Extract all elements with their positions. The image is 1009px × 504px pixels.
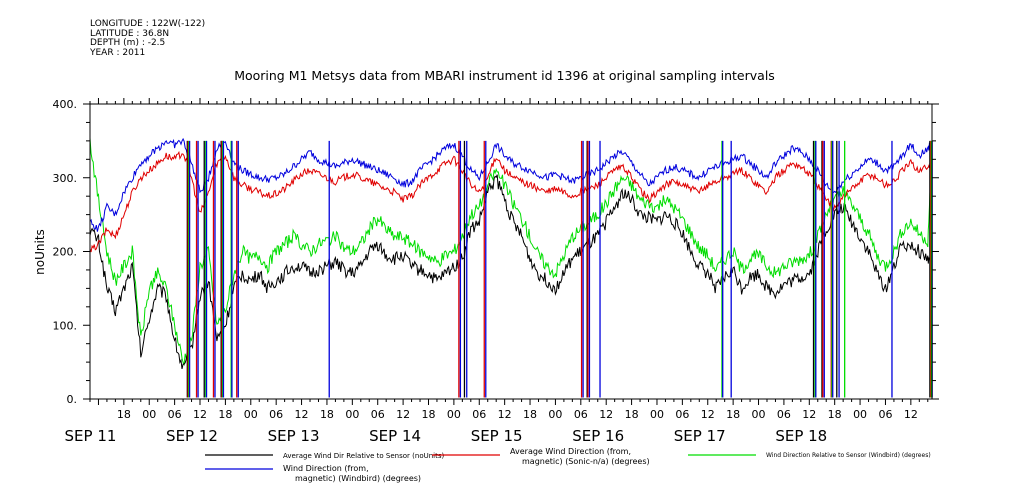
x-day-label: SEP 14 (369, 427, 421, 445)
x-hour-label: 06 (168, 408, 182, 421)
series-line-2 (89, 150, 933, 253)
x-hour-label: 12 (396, 408, 410, 421)
y-tick-label: 0. (67, 393, 78, 406)
x-hour-label: 12 (193, 408, 207, 421)
x-hour-label: 00 (142, 408, 156, 421)
y-axis-label: noUnits (33, 229, 47, 275)
x-hour-label: 18 (625, 408, 639, 421)
series-line-4 (89, 137, 933, 232)
x-day-label: SEP 13 (268, 427, 320, 445)
x-hour-label: 12 (904, 408, 918, 421)
legend: Average Wind Dir Relative to Sensor (noU… (205, 447, 931, 483)
x-hour-label: 00 (244, 408, 258, 421)
legend-label-1: Average Wind Dir Relative to Sensor (noU… (283, 452, 444, 460)
y-tick-label: 400. (53, 98, 78, 111)
depth-label: DEPTH (m) : -2.5 (90, 38, 166, 48)
x-hour-label: 06 (269, 408, 283, 421)
x-hour-label: 06 (777, 408, 791, 421)
x-hour-label: 12 (802, 408, 816, 421)
chart-title: Mooring M1 Metsys data from MBARI instru… (234, 68, 775, 83)
x-day-label: SEP 16 (572, 427, 624, 445)
x-hour-label: 00 (752, 408, 766, 421)
plot-frame (89, 103, 933, 400)
x-day-label: SEP 15 (471, 427, 523, 445)
series-line-3 (89, 137, 933, 367)
x-day-label: SEP 11 (65, 427, 117, 445)
x-hour-label: 00 (650, 408, 664, 421)
x-hour-label: 00 (447, 408, 461, 421)
dropout-layer (186, 140, 933, 398)
x-hour-label: 12 (295, 408, 309, 421)
metadata-block: LONGITUDE : 122W(-122) LATITUDE : 36.8N DE… (90, 19, 206, 58)
x-hour-label: 18 (523, 408, 537, 421)
x-hour-label: 18 (421, 408, 435, 421)
year-label: YEAR : 2011 (90, 47, 146, 58)
x-hour-label: 12 (701, 408, 715, 421)
legend-label-2: Average Wind Direction (from, magnetic) (… (510, 447, 650, 466)
x-hour-label: 18 (117, 408, 131, 421)
series-layer (89, 137, 933, 370)
x-hour-label: 06 (574, 408, 588, 421)
x-day-label: SEP 17 (674, 427, 726, 445)
legend-label-4: Wind Direction (from, magnetic) (Windbird… (283, 464, 421, 483)
x-hour-label: 00 (345, 408, 359, 421)
x-hour-label: 06 (878, 408, 892, 421)
y-tick-label: 300. (53, 172, 78, 185)
x-hour-label: 12 (599, 408, 613, 421)
series-line-1 (89, 174, 933, 370)
x-hour-label: 00 (548, 408, 562, 421)
x-hour-label: 18 (828, 408, 842, 421)
x-hour-label: 18 (726, 408, 740, 421)
x-hour-label: 00 (853, 408, 867, 421)
latitude-label: LATITUDE : 36.8N (90, 28, 170, 39)
longitude-label: LONGITUDE : 122W(-122) (90, 19, 206, 29)
x-hour-label: 12 (498, 408, 512, 421)
x-hour-label: 18 (320, 408, 334, 421)
x-hour-label: 06 (472, 408, 486, 421)
x-day-label: SEP 18 (775, 427, 827, 445)
y-tick-label: 200. (53, 246, 78, 259)
y-tick-label: 100. (53, 319, 78, 332)
legend-label-3: Wind Direction Relative to Sensor (Windb… (766, 452, 931, 459)
x-hour-label: 06 (371, 408, 385, 421)
y-axis: 0. 100. 200. 300. 400. (53, 98, 939, 406)
x-hour-label: 18 (218, 408, 232, 421)
x-day-label: SEP 12 (166, 427, 218, 445)
x-axis: 18 00 06 12 18 00 06 12 18 00 06 12 18 00 06 12 18 00 06 12… (65, 98, 929, 445)
x-hour-label: 06 (675, 408, 689, 421)
